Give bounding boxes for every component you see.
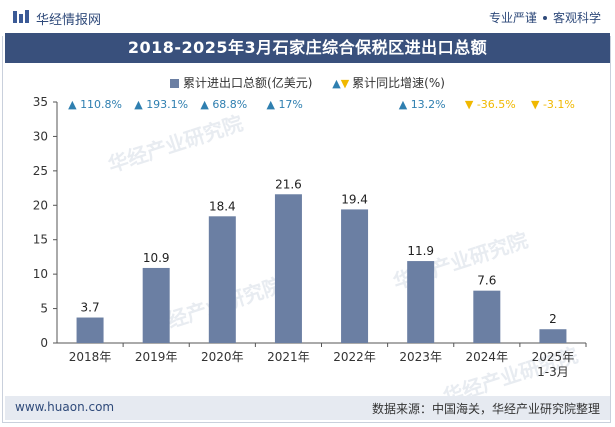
y-tick-label: 30: [33, 129, 48, 143]
growth-up-triangle-icon: ▲: [266, 98, 275, 111]
y-tick-label: 20: [33, 198, 48, 212]
y-tick-label: 0: [40, 336, 48, 350]
bar: [539, 329, 567, 343]
bar: [76, 317, 104, 343]
slogan: 专业严谨 客观科学: [489, 9, 601, 26]
footer-site: www.huaon.com: [15, 400, 115, 414]
bar-value-label: 21.6: [275, 177, 302, 191]
x-tick-label: 2024年: [466, 350, 509, 364]
growth-rate-label: 68.8%: [212, 98, 247, 111]
slogan-dot-icon: [542, 15, 547, 20]
footer-source: 数据来源：中国海关，华经产业研究院整理: [371, 402, 600, 416]
bar-value-label: 18.4: [209, 199, 236, 213]
footer-bar: www.huaon.com 数据来源：中国海关，华经产业研究院整理: [5, 396, 610, 420]
growth-up-triangle-icon: ▲: [399, 98, 408, 111]
legend-label-total: 累计进出口总额(亿美元): [183, 76, 313, 90]
brand-logo-icon: [13, 10, 29, 23]
y-tick-label: 5: [40, 302, 48, 316]
slogan-right: 客观科学: [552, 11, 601, 25]
legend-item-growth: ▲▼ 累计同比增速(%): [332, 74, 445, 91]
growth-rate-label: -3.1%: [543, 98, 575, 111]
x-tick-label: 2020年: [201, 350, 244, 364]
chart-title: 2018-2025年3月石家庄综合保税区进出口总额: [127, 38, 488, 57]
bar-value-label: 11.9: [407, 244, 434, 258]
legend-bar-swatch-icon: [170, 79, 180, 88]
growth-up-triangle-icon: ▲: [68, 98, 77, 111]
bar: [341, 209, 369, 343]
x-tick-label: 2023年: [399, 350, 442, 364]
x-tick-label: 2018年: [69, 350, 112, 364]
title-bar: 2018-2025年3月石家庄综合保税区进出口总额: [5, 33, 610, 63]
growth-down-triangle-icon: ▼: [531, 98, 540, 111]
x-tick-label: 2025年: [532, 350, 575, 364]
legend-label-growth: 累计同比增速(%): [352, 76, 445, 90]
x-tick-label: 2021年: [267, 350, 310, 364]
bar: [274, 194, 302, 343]
bar-value-label: 3.7: [81, 301, 100, 315]
bar-value-label: 19.4: [341, 192, 368, 206]
x-tick-label: 2022年: [333, 350, 376, 364]
bar-value-label: 10.9: [143, 251, 170, 265]
brand-name: 华经情报网: [36, 13, 102, 28]
x-tick-label: 2019年: [135, 350, 178, 364]
growth-up-triangle-icon: ▲: [134, 98, 143, 111]
bar: [473, 290, 501, 343]
slogan-left: 专业严谨: [488, 11, 537, 25]
growth-rate-label: -36.5%: [477, 98, 516, 111]
legend-item-total: 累计进出口总额(亿美元): [170, 74, 312, 91]
bar: [208, 216, 236, 343]
x-tick-label: 1-3月: [537, 365, 569, 379]
bar: [142, 267, 170, 343]
bar-value-label: 2: [549, 312, 557, 326]
growth-rate-label: 13.2%: [411, 98, 446, 111]
growth-rate-label: 193.1%: [146, 98, 188, 111]
bar: [407, 261, 435, 343]
legend-up-triangle-icon: ▲: [332, 77, 341, 90]
bar-value-label: 7.6: [477, 274, 496, 288]
y-tick-label: 35: [33, 95, 48, 109]
chart-legend: 累计进出口总额(亿美元) ▲▼ 累计同比增速(%): [0, 74, 615, 92]
growth-rate-label: 17%: [278, 98, 302, 111]
growth-down-triangle-icon: ▼: [465, 98, 474, 111]
y-tick-label: 15: [33, 233, 48, 247]
growth-up-triangle-icon: ▲: [200, 98, 209, 111]
growth-rate-label: 110.8%: [80, 98, 122, 111]
legend-down-triangle-icon: ▼: [340, 77, 350, 90]
y-tick-label: 25: [33, 164, 48, 178]
header-bar: 华经情报网 专业严谨 客观科学: [0, 0, 615, 36]
y-tick-label: 10: [33, 267, 48, 281]
